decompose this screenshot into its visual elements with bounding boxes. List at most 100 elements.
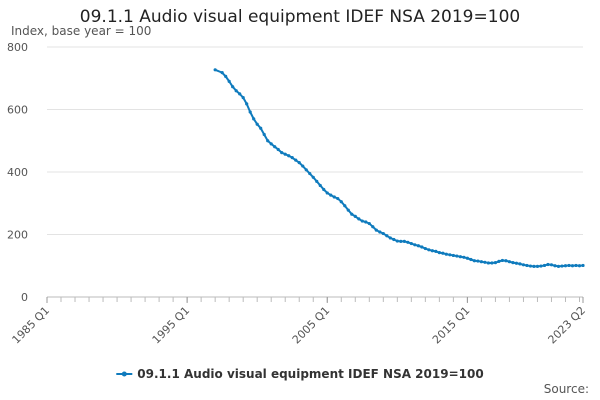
data-point xyxy=(539,264,543,268)
data-point xyxy=(227,79,231,83)
data-point xyxy=(378,230,382,234)
data-point xyxy=(273,145,277,149)
data-point xyxy=(574,263,578,268)
data-point xyxy=(301,164,305,168)
data-point xyxy=(528,264,533,268)
data-point xyxy=(234,89,238,93)
data-point xyxy=(581,263,585,268)
data-point xyxy=(462,255,466,259)
data-point xyxy=(553,264,557,268)
data-point xyxy=(231,85,235,89)
data-point xyxy=(283,152,287,156)
legend-item[interactable]: 09.1.1 Audio visual equipment IDEF NSA 2… xyxy=(116,367,484,381)
data-point xyxy=(483,260,487,264)
data-point xyxy=(546,262,550,267)
data-point xyxy=(395,239,399,243)
data-point xyxy=(308,171,312,176)
data-point xyxy=(416,244,420,248)
data-point xyxy=(427,248,431,252)
data-point xyxy=(248,110,252,114)
data-point xyxy=(304,168,308,172)
data-point xyxy=(262,132,266,137)
data-point xyxy=(490,261,494,265)
data-point xyxy=(409,241,413,246)
data-point xyxy=(364,220,368,224)
data-point xyxy=(486,261,491,265)
data-point xyxy=(343,204,347,208)
data-point xyxy=(535,264,540,268)
data-point xyxy=(241,96,245,100)
data-point xyxy=(448,253,452,257)
data-point xyxy=(287,154,291,158)
data-point xyxy=(532,264,536,268)
series-line xyxy=(214,68,584,268)
data-point xyxy=(518,262,522,266)
data-point xyxy=(245,102,249,106)
axes: 0 200 400 600 800 1985 Q1 1995 Q1 2005 Q1 2015 Q… xyxy=(7,41,588,346)
data-point xyxy=(507,260,512,264)
data-point xyxy=(556,264,561,268)
data-point xyxy=(444,252,448,256)
x-tick-label: 2005 Q1 xyxy=(290,304,333,347)
data-point xyxy=(472,259,476,263)
data-point xyxy=(252,117,256,121)
data-point xyxy=(385,234,389,238)
chart-title: 09.1.1 Audio visual equipment IDEF NSA 2… xyxy=(79,7,521,27)
x-tick-label: 1995 Q1 xyxy=(150,304,193,347)
data-point xyxy=(570,264,575,268)
data-point xyxy=(430,249,434,253)
y-tick-label: 0 xyxy=(21,291,28,304)
data-point xyxy=(476,259,480,263)
data-point xyxy=(297,161,301,165)
data-point xyxy=(392,237,396,242)
data-point xyxy=(329,193,333,197)
data-point xyxy=(469,257,473,262)
data-point xyxy=(441,251,445,255)
data-point xyxy=(276,147,280,152)
data-point xyxy=(259,126,263,130)
data-point xyxy=(220,71,224,75)
data-point xyxy=(514,261,519,265)
data-point xyxy=(381,231,385,236)
data-point xyxy=(504,259,508,263)
data-point xyxy=(458,255,462,259)
series xyxy=(213,68,585,268)
data-point xyxy=(353,214,357,218)
data-point xyxy=(434,249,438,253)
data-point xyxy=(479,260,484,264)
y-tick-label: 200 xyxy=(7,229,28,242)
data-point xyxy=(336,196,340,201)
data-point xyxy=(497,259,501,263)
data-point xyxy=(542,263,547,268)
data-point xyxy=(493,261,498,265)
data-point xyxy=(322,187,326,192)
data-point xyxy=(521,263,526,267)
data-point xyxy=(294,158,298,162)
legend[interactable]: 09.1.1 Audio visual equipment IDEF NSA 2… xyxy=(116,367,484,381)
data-point xyxy=(224,74,228,78)
data-point xyxy=(437,251,441,255)
chart-subtitle: Index, base year = 100 xyxy=(11,24,152,38)
data-point xyxy=(413,243,417,247)
data-point xyxy=(563,264,568,268)
data-point xyxy=(339,200,343,204)
data-point xyxy=(325,191,329,195)
data-point xyxy=(238,92,242,96)
data-point xyxy=(332,195,336,199)
data-point xyxy=(402,239,406,243)
data-point xyxy=(420,245,424,249)
data-point xyxy=(213,68,217,72)
data-point xyxy=(423,246,427,251)
data-point xyxy=(549,263,554,267)
data-point xyxy=(318,183,322,188)
data-point xyxy=(500,258,505,263)
data-point xyxy=(266,139,270,143)
data-point xyxy=(399,239,403,243)
data-point xyxy=(465,256,469,260)
data-point xyxy=(315,179,319,183)
legend-label: 09.1.1 Audio visual equipment IDEF NSA 2… xyxy=(137,367,483,381)
legend-swatch-marker xyxy=(121,371,127,377)
data-point xyxy=(269,142,273,146)
grid xyxy=(47,46,583,235)
data-point xyxy=(357,217,361,221)
